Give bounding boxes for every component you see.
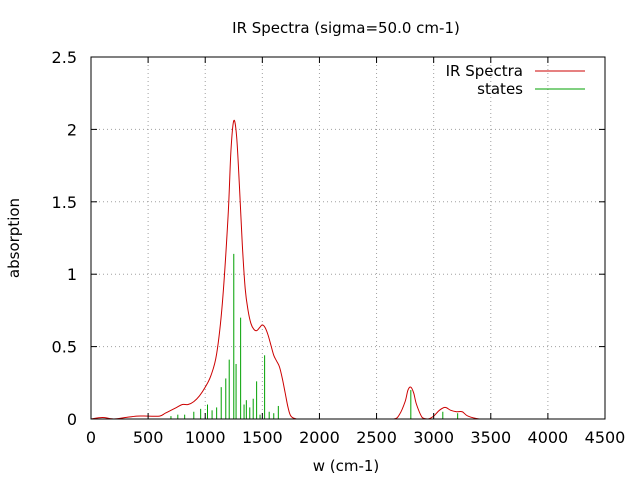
y-tick-label: 1 bbox=[67, 265, 77, 284]
y-tick-label: 0.5 bbox=[52, 338, 77, 357]
y-tick-label: 2 bbox=[67, 120, 77, 139]
plot-border bbox=[90, 56, 606, 420]
x-axis: 0 500 1000 1500 2000 2500 3000 3500 4000 4500 bbox=[86, 57, 625, 447]
x-tick-label: 1000 bbox=[185, 428, 226, 447]
legend-label-ir-spectra: IR Spectra bbox=[446, 62, 523, 80]
y-tick-label: 0 bbox=[67, 410, 77, 429]
x-gridlines bbox=[147, 57, 549, 419]
y-axis: 0 0.5 1 1.5 2 2.5 bbox=[52, 48, 605, 429]
x-tick-label: 4000 bbox=[528, 428, 569, 447]
y-tick-label: 1.5 bbox=[52, 193, 77, 212]
legend-label-states: states bbox=[477, 80, 523, 98]
x-tick-label: 2500 bbox=[356, 428, 397, 447]
x-tick-label: 4500 bbox=[585, 428, 626, 447]
x-tick-label: 0 bbox=[86, 428, 96, 447]
y-gridlines bbox=[91, 128, 605, 348]
x-axis-label: w (cm-1) bbox=[313, 457, 380, 475]
x-tick-label: 3500 bbox=[470, 428, 511, 447]
x-tick-label: 500 bbox=[133, 428, 164, 447]
states-series bbox=[170, 253, 459, 419]
x-tick-label: 2000 bbox=[299, 428, 340, 447]
chart-title: IR Spectra (sigma=50.0 cm-1) bbox=[232, 19, 460, 37]
x-tick-label: 1500 bbox=[242, 428, 283, 447]
x-tick-label: 3000 bbox=[413, 428, 454, 447]
legend: IR Spectra states bbox=[446, 62, 585, 98]
y-tick-label: 2.5 bbox=[52, 48, 77, 67]
y-axis-label: absorption bbox=[5, 198, 23, 278]
